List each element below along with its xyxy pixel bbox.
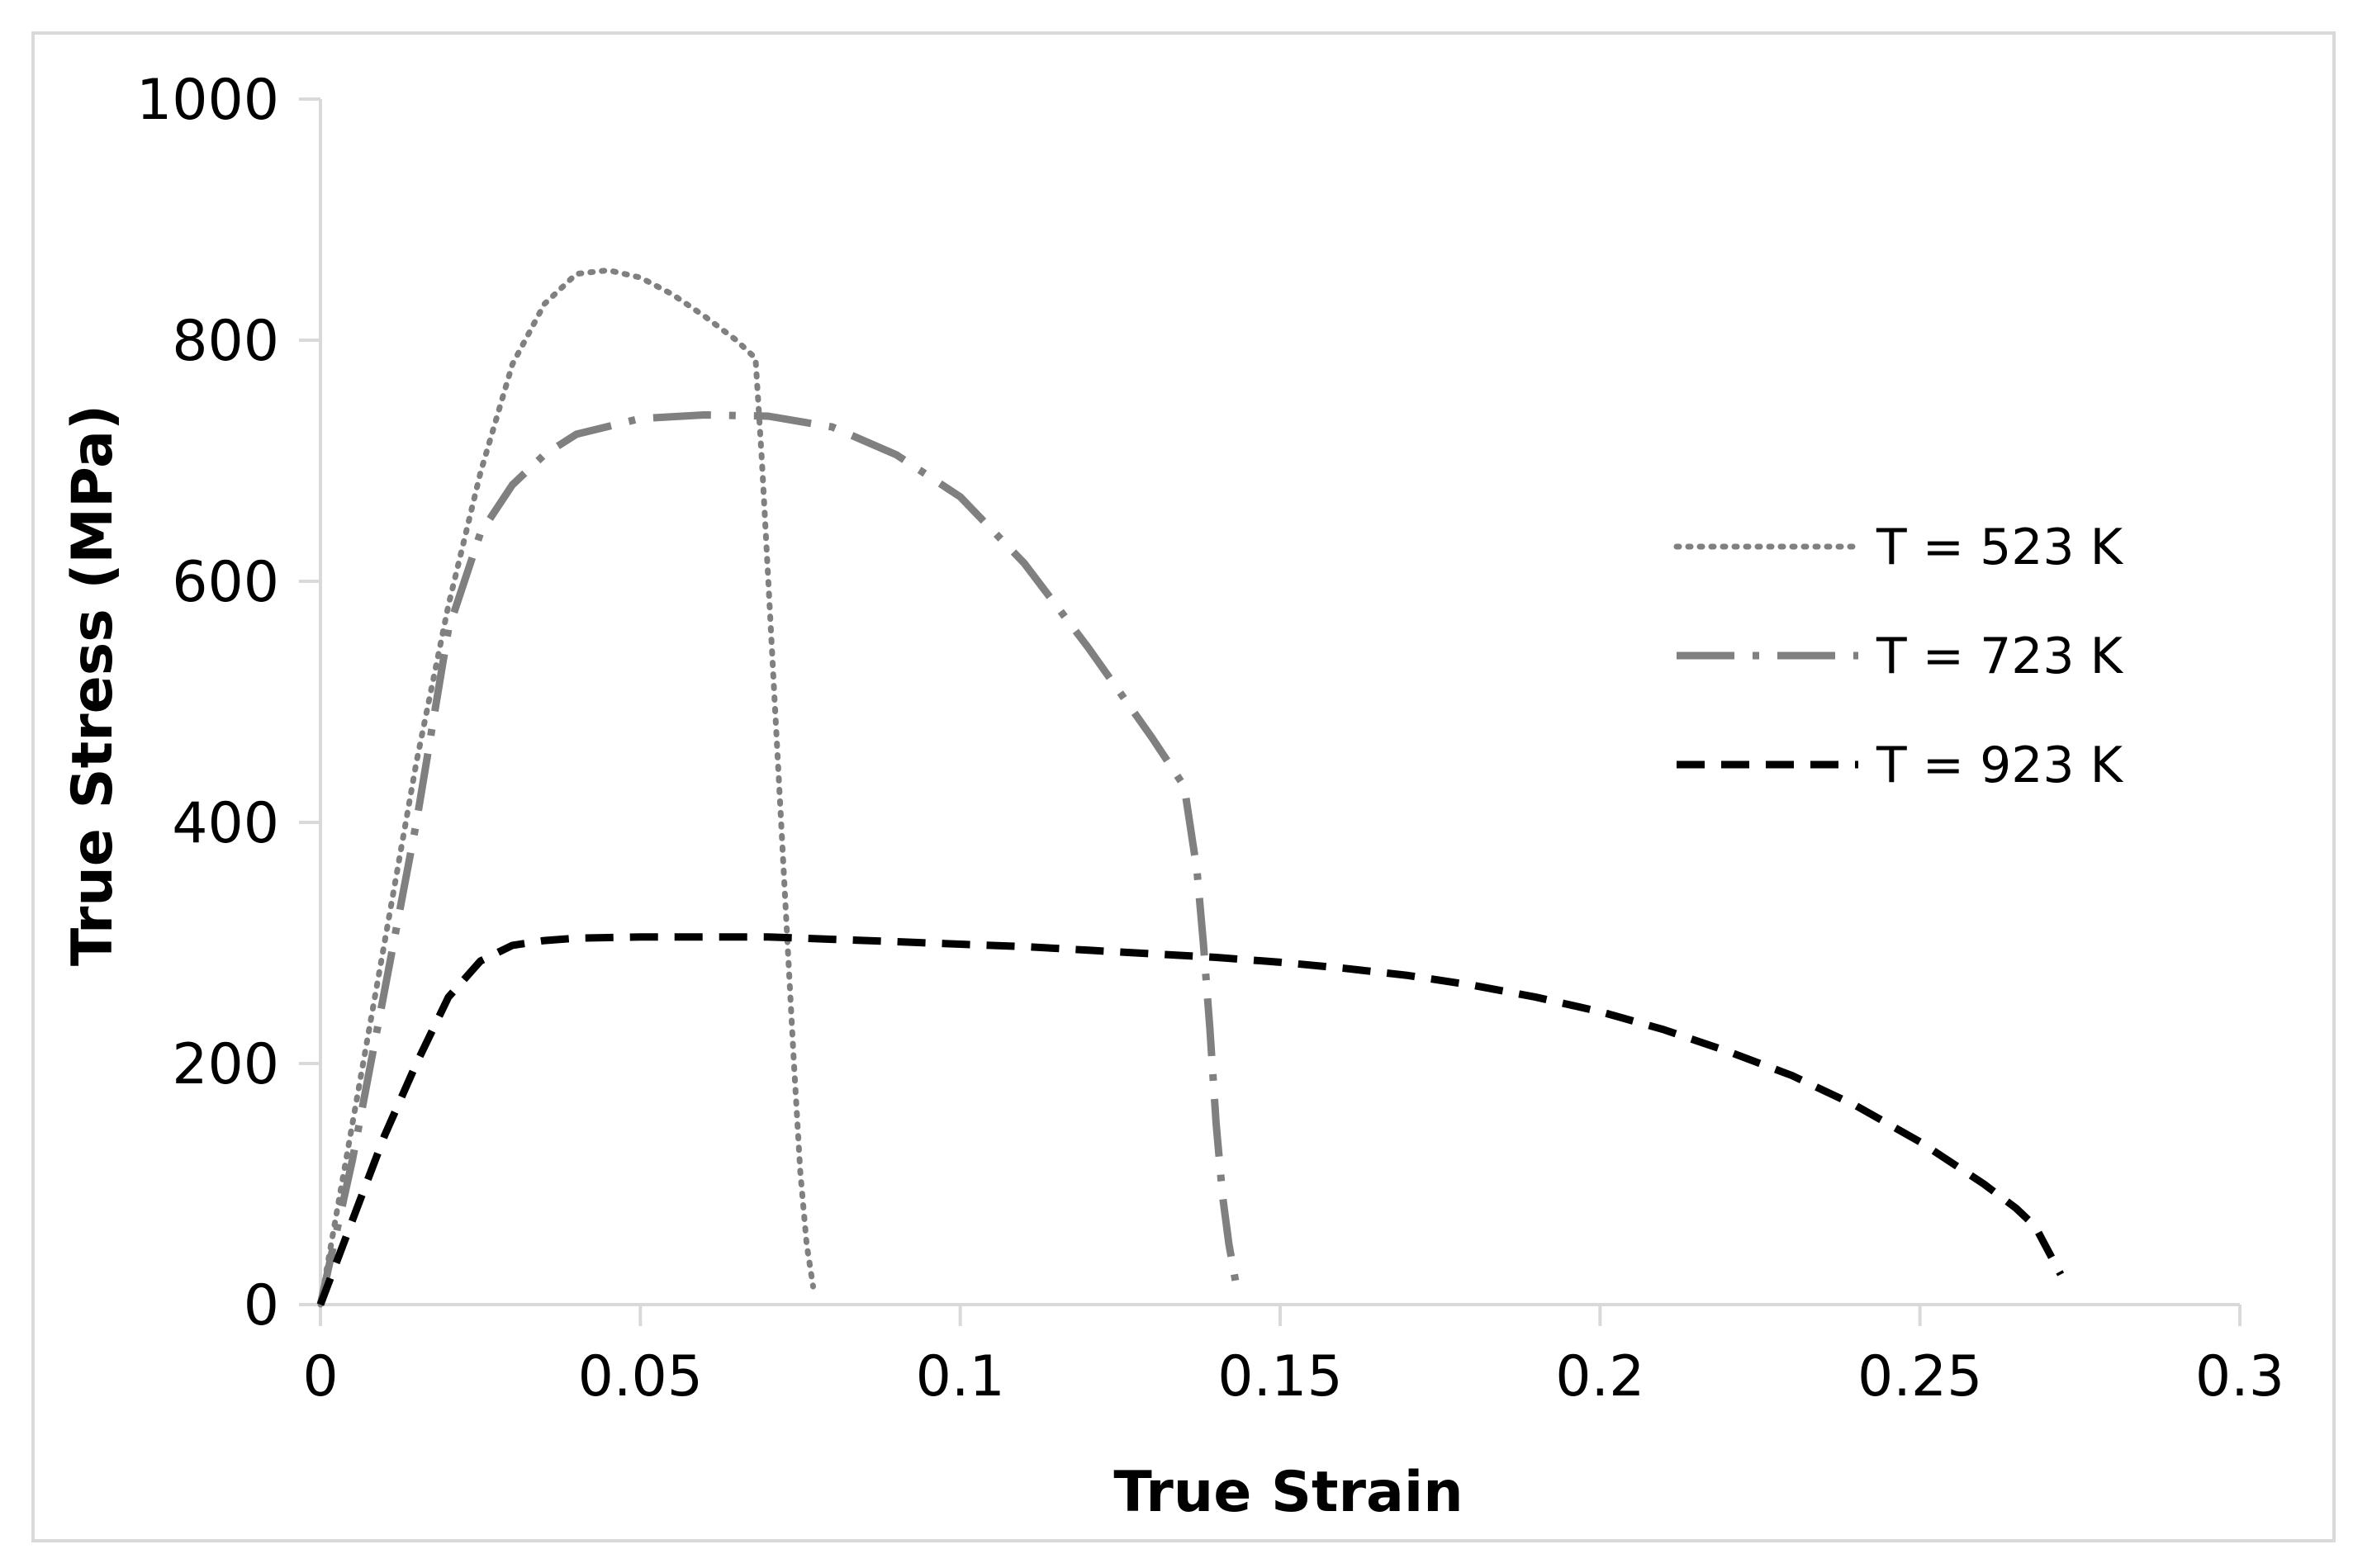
y-tick-label: 0 <box>244 1273 279 1338</box>
x-tick-label: 0.1 <box>916 1344 1005 1409</box>
y-tick-label: 200 <box>172 1032 279 1097</box>
x-tick-label: 0.3 <box>2195 1344 2284 1409</box>
tick-labels: 0 200 400 600 800 1000 0 0.05 0.1 0.15 0.2 0.25 0.3 <box>136 68 2284 1409</box>
legend-label-2: T = 723 K <box>1876 628 2124 685</box>
x-tick-label: 0.15 <box>1217 1344 1342 1409</box>
y-tick-label: 1000 <box>136 68 279 133</box>
series-line-3 <box>316 933 2065 1306</box>
y-axis-title: True Stress (MPa) <box>60 405 126 966</box>
x-tick-label: 0.25 <box>1857 1344 1982 1409</box>
series-line-1 <box>317 267 816 1308</box>
series-group <box>316 267 2065 1308</box>
x-tick-label: 0.2 <box>1555 1344 1644 1409</box>
y-tick-label: 400 <box>172 791 279 856</box>
series-line-2 <box>316 411 1240 1305</box>
legend: T = 523 K T = 723 K T = 923 K <box>1673 519 2124 794</box>
x-tick-label: 0.05 <box>578 1344 703 1409</box>
legend-label-1: T = 523 K <box>1876 519 2124 576</box>
chart-frame <box>31 31 2336 1542</box>
x-tick-label: 0 <box>302 1344 338 1409</box>
axes <box>299 97 2242 1326</box>
x-axis-title: True Strain <box>1113 1460 1463 1525</box>
y-tick-label: 600 <box>172 550 279 615</box>
y-tick-label: 800 <box>172 309 279 374</box>
legend-label-3: T = 923 K <box>1876 737 2124 794</box>
